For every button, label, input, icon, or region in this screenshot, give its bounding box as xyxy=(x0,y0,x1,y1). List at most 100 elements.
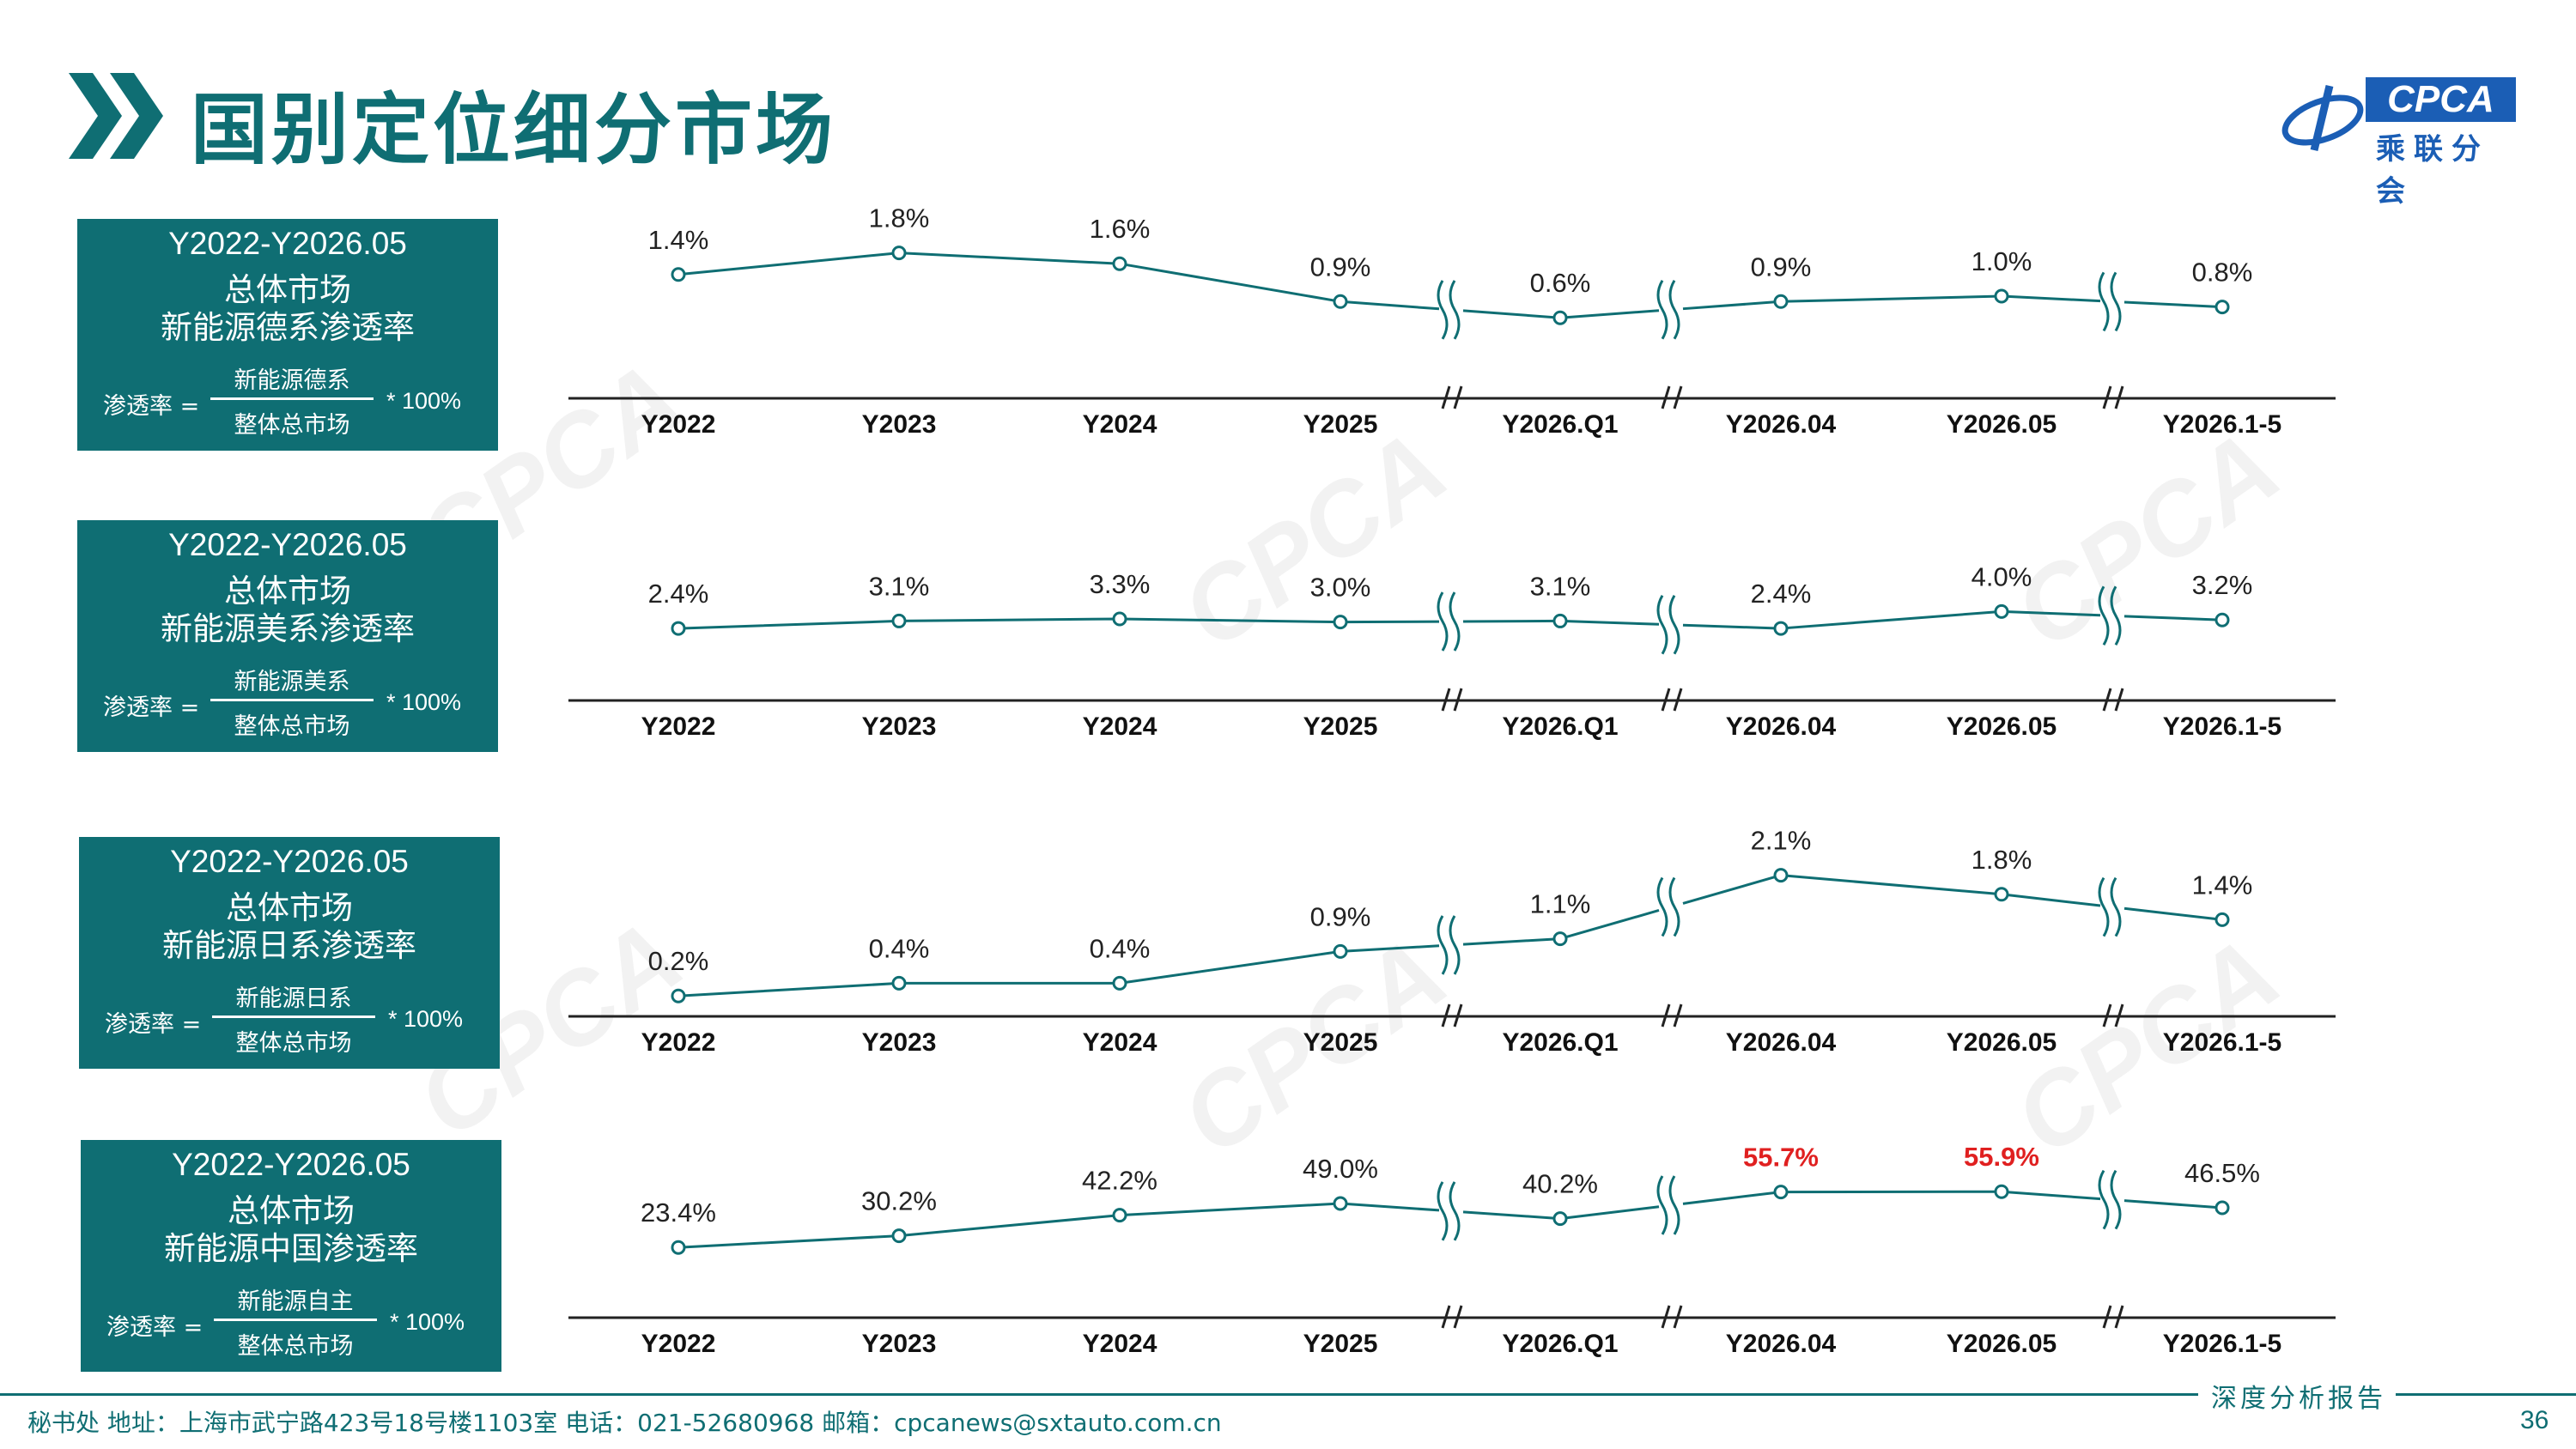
formula-lhs: 渗透率 = xyxy=(103,694,200,721)
data-label: 1.4% xyxy=(2192,870,2253,900)
formula-multiplier: * 100% xyxy=(388,1006,464,1032)
data-point xyxy=(891,246,907,261)
logo-text-en: CPCA xyxy=(2366,77,2516,122)
data-point xyxy=(2215,300,2230,315)
cpca-logo: CPCA 乘联分会 xyxy=(2280,77,2520,209)
x-tick-label: Y2026.Q1 xyxy=(1502,410,1618,439)
x-tick-label: Y2025 xyxy=(1303,410,1378,439)
series-line xyxy=(1559,909,1660,941)
axis-break-mark xyxy=(2102,688,2112,712)
x-tick-label: Y2025 xyxy=(1303,712,1378,741)
data-point xyxy=(891,975,907,991)
formula-denominator: 整体总市场 xyxy=(235,1030,352,1057)
axis-break-mark xyxy=(2098,271,2110,332)
data-point xyxy=(1994,603,2009,619)
x-tick-label: Y2026.04 xyxy=(1726,410,1837,439)
panel-market: 总体市场 xyxy=(224,271,351,308)
data-label: 0.6% xyxy=(1530,268,1591,298)
x-tick-label: Y2026.05 xyxy=(1947,410,2057,439)
panel-period: Y2022-Y2026.05 xyxy=(170,844,409,879)
axis-break-mark xyxy=(1656,595,1668,655)
data-label: 3.0% xyxy=(1310,573,1371,603)
formula-multiplier: * 100% xyxy=(386,689,462,715)
x-tick-label: Y2026.1-5 xyxy=(2163,712,2281,741)
formula-lhs: 渗透率 = xyxy=(105,1011,202,1038)
formula-lhs: 渗透率 = xyxy=(106,1314,204,1341)
axis-break-mark xyxy=(1449,1181,1461,1241)
data-point xyxy=(1552,310,1568,325)
axis-break-mark xyxy=(1661,1003,1671,1028)
data-point xyxy=(1994,1184,2009,1199)
data-point xyxy=(891,613,907,628)
axis-break-mark xyxy=(2110,271,2122,332)
report-label: 深度分析报告 xyxy=(2211,1384,2386,1414)
data-point xyxy=(1552,613,1568,628)
page-title: 国别定位细分市场 xyxy=(191,85,836,175)
axis-break-mark xyxy=(1441,1305,1451,1329)
axis-break-mark xyxy=(1453,1003,1463,1028)
x-tick-label: Y2026.Q1 xyxy=(1502,712,1618,741)
axis-break-mark xyxy=(1437,280,1449,340)
axis-break-mark xyxy=(1449,915,1461,975)
series-line xyxy=(677,252,1341,303)
series-line xyxy=(2123,615,2223,621)
axis-break-mark xyxy=(1453,1305,1463,1329)
panel-rate-title: 新能源德系渗透率 xyxy=(161,309,415,346)
axis-break-mark xyxy=(1449,280,1461,340)
series-line xyxy=(2001,294,2101,303)
panel-market: 总体市场 xyxy=(224,573,351,609)
x-tick-label: Y2023 xyxy=(862,1028,937,1057)
data-label: 30.2% xyxy=(861,1186,937,1216)
axis-break-mark xyxy=(2114,1305,2124,1329)
axis-break-mark xyxy=(1441,688,1451,712)
axis-break-mark xyxy=(1656,1175,1668,1235)
data-label: 1.0% xyxy=(1971,246,2032,276)
panel-market: 总体市场 xyxy=(226,889,353,926)
series-line xyxy=(1682,874,1782,905)
formula-multiplier: * 100% xyxy=(386,388,462,414)
panel-rate-title: 新能源日系渗透率 xyxy=(162,927,416,964)
x-tick-label: Y2024 xyxy=(1083,1028,1157,1057)
x-tick-label: Y2022 xyxy=(641,410,716,439)
axis-break-mark xyxy=(2102,1003,2112,1028)
axis-break-mark xyxy=(1441,1003,1451,1028)
data-label: 1.1% xyxy=(1530,889,1591,919)
x-tick-label: Y2026.Q1 xyxy=(1502,1028,1618,1057)
formula-numerator: 新能源美系 xyxy=(234,669,350,695)
formula-multiplier: * 100% xyxy=(390,1309,465,1335)
series-line xyxy=(1780,609,2002,630)
x-tick-label: Y2026.05 xyxy=(1947,1028,2057,1057)
x-tick-label: Y2026.05 xyxy=(1947,712,2057,741)
formula-numerator: 新能源自主 xyxy=(237,1288,354,1315)
axis-break-mark xyxy=(1661,1305,1671,1329)
panel-label-us: Y2022-Y2026.05 总体市场 新能源美系渗透率 渗透率 = 新能源美系… xyxy=(77,520,498,752)
data-point xyxy=(891,1228,907,1244)
series-line xyxy=(1780,874,2002,896)
panel-period: Y2022-Y2026.05 xyxy=(168,226,407,261)
data-label: 3.1% xyxy=(869,571,930,601)
data-point xyxy=(1333,615,1348,630)
data-point xyxy=(1552,931,1568,947)
data-point xyxy=(671,1240,686,1255)
x-tick-label: Y2024 xyxy=(1083,410,1157,439)
panel-period: Y2022-Y2026.05 xyxy=(172,1147,410,1182)
axis-break-mark xyxy=(1673,385,1683,409)
x-tick-label: Y2026.1-5 xyxy=(2163,410,2281,439)
chevron-right-icon xyxy=(69,73,163,159)
x-tick-label: Y2024 xyxy=(1083,1330,1157,1358)
data-label: 0.9% xyxy=(1310,252,1371,282)
series-line xyxy=(1462,1210,1561,1221)
series-line xyxy=(1682,1191,1782,1205)
axis-break-mark xyxy=(1437,591,1449,652)
series-line xyxy=(1340,300,1440,311)
series-line xyxy=(1682,300,1782,311)
series-line xyxy=(677,949,1341,997)
series-line xyxy=(1780,294,2002,303)
data-label: 42.2% xyxy=(1082,1166,1157,1196)
x-tick-label: Y2025 xyxy=(1303,1330,1378,1358)
data-label: 0.9% xyxy=(1751,252,1812,282)
axis-break-mark xyxy=(1668,279,1680,340)
axis-break-mark xyxy=(1449,591,1461,652)
data-label: 2.1% xyxy=(1751,826,1812,856)
data-point xyxy=(671,988,686,1003)
